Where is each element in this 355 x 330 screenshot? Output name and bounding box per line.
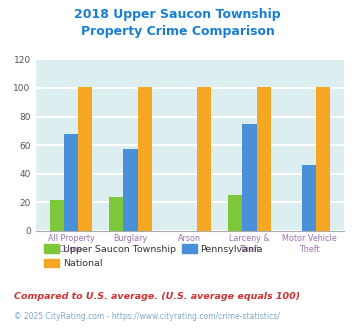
- Bar: [78, 86, 92, 231]
- Bar: [138, 86, 152, 231]
- Bar: [197, 86, 211, 231]
- Bar: [228, 195, 242, 231]
- Text: © 2025 CityRating.com - https://www.cityrating.com/crime-statistics/: © 2025 CityRating.com - https://www.city…: [14, 312, 280, 321]
- Legend: Upper Saucon Township, National, Pennsylvania: Upper Saucon Township, National, Pennsyl…: [40, 241, 267, 272]
- Bar: [123, 149, 138, 231]
- Text: Compared to U.S. average. (U.S. average equals 100): Compared to U.S. average. (U.S. average …: [14, 292, 300, 301]
- Text: Property Crime Comparison: Property Crime Comparison: [81, 25, 274, 38]
- Bar: [50, 200, 64, 231]
- Bar: [302, 165, 316, 231]
- Text: 2018 Upper Saucon Township: 2018 Upper Saucon Township: [74, 8, 281, 21]
- Bar: [242, 124, 257, 231]
- Bar: [109, 197, 123, 231]
- Bar: [257, 86, 271, 231]
- Bar: [316, 86, 330, 231]
- Bar: [64, 134, 78, 231]
